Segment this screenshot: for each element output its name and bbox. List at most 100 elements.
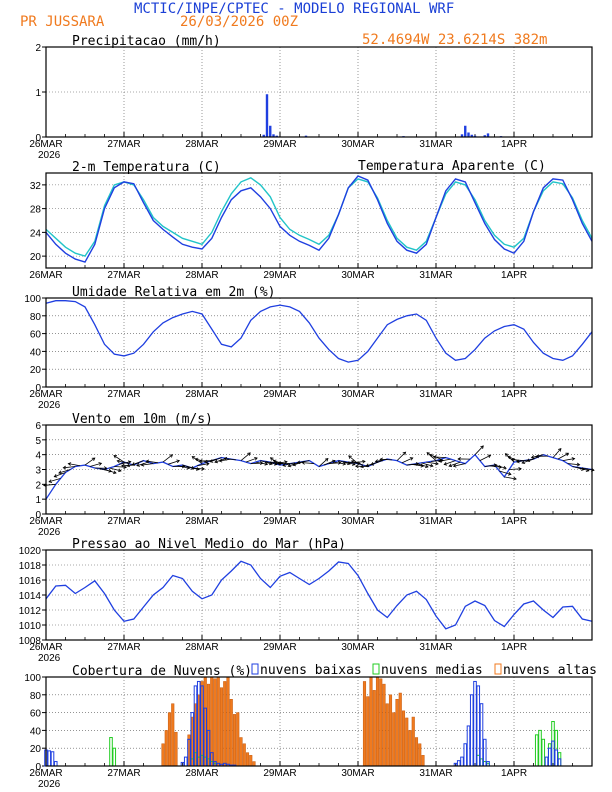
wind-arrow-head <box>194 457 199 462</box>
wind-arrow <box>504 476 517 480</box>
wind-arrow-head <box>169 454 174 458</box>
legend-low-swatch <box>251 663 259 675</box>
y-tick-label: 20 <box>30 252 42 263</box>
y-tick-label: 1008 <box>19 636 42 647</box>
wind-arrow <box>509 468 522 470</box>
cloud-high-bar <box>167 712 172 767</box>
x-tick-label: 31MAR <box>419 516 452 527</box>
year-label: 2026 <box>38 400 61 411</box>
panel-humidity: 0 20 40 60 80 100 26MAR 27MAR 28MAR 29MAR 30MAR 31M… <box>24 285 593 411</box>
temperature-line <box>45 175 593 263</box>
apparent-temperature-line <box>45 177 593 257</box>
wind-arrow-head <box>140 462 145 467</box>
wind-arrow <box>577 466 589 472</box>
wind-arrow <box>162 454 173 463</box>
cloud-high-bar <box>242 743 246 767</box>
wind-arrow <box>516 459 529 463</box>
wind-arrow-head <box>342 461 347 466</box>
wind-arrow <box>210 457 222 463</box>
wind-arrow-head <box>277 461 281 466</box>
x-tick-label: 29MAR <box>263 642 296 653</box>
wind-arrow <box>109 467 122 472</box>
cloud-mid-bar <box>538 729 542 767</box>
x-tick-label: 1APR <box>501 642 527 653</box>
cloud-high-bar <box>229 699 233 767</box>
y-tick-label: 5 <box>35 436 41 447</box>
humidity-line <box>45 300 593 363</box>
wind-arrow-head <box>201 466 205 471</box>
x-tick-label: 28MAR <box>185 389 218 400</box>
wind-arrow <box>526 456 539 462</box>
wind-arrow-head <box>355 464 359 469</box>
wind-arrow <box>494 464 507 469</box>
y-tick-label: 24 <box>30 228 42 239</box>
cloud-high-bar <box>421 755 425 767</box>
y-tick-label: 1010 <box>19 621 42 632</box>
wind-arrow <box>302 462 315 464</box>
year-label: 2026 <box>38 527 61 538</box>
cloud-low-bar <box>469 694 474 767</box>
x-tick-label: 26MAR <box>29 270 62 281</box>
panel-wind: 0 1 2 3 4 5 6 26MAR 27MAR 28MAR 29MAR 30MAR 31MAR 1AP… <box>29 412 595 538</box>
wind-arrow-head <box>507 471 512 476</box>
cloud-mid-bar <box>534 734 539 767</box>
wind-arrow-head <box>370 462 375 466</box>
wind-arrow <box>505 453 515 463</box>
wind-arrow-head <box>204 459 209 464</box>
wind-arrow <box>167 460 180 465</box>
y-tick-label: 20 <box>30 365 42 376</box>
cloud-high-bar <box>236 712 240 767</box>
wind-arrow <box>117 460 129 464</box>
wind-arrow-head <box>565 452 570 457</box>
cloud-low-bar <box>479 703 484 767</box>
wind-arrow-head <box>518 467 522 471</box>
y-tick-label: 60 <box>30 709 42 720</box>
cloud-low-bar <box>547 747 552 767</box>
y-tick-label: 80 <box>30 691 42 702</box>
x-tick-label: 26MAR <box>29 139 62 150</box>
wind-arrow <box>552 448 562 458</box>
panel-title: Pressao ao Nivel Medio do Mar (hPa) <box>72 537 346 552</box>
wind-arrow-head <box>443 461 448 466</box>
wind-arrow-head <box>113 455 118 459</box>
cloud-low-bar <box>456 760 461 767</box>
cloud-high-bar <box>408 730 412 767</box>
cloud-high-bar <box>379 678 383 767</box>
panel-title: 2-m Temperatura (C) <box>72 160 221 175</box>
panel-title: Cobertura de Nuvens (%) <box>72 664 252 679</box>
wind-arrow <box>141 463 154 466</box>
x-tick-label: 28MAR <box>185 642 218 653</box>
wind-arrow <box>416 463 429 468</box>
wind-arrow <box>191 456 203 464</box>
cloud-high-bar <box>232 714 237 767</box>
wind-arrow-head <box>526 458 531 462</box>
cloud-high-bar <box>392 712 396 767</box>
wind-arrow-head <box>264 462 269 466</box>
year-label: 2026 <box>38 779 61 790</box>
wind-arrow-head <box>176 459 181 464</box>
wind-arrow-head <box>513 476 517 481</box>
cloud-high-bar <box>395 699 399 767</box>
wind-arrow-head <box>516 459 520 464</box>
x-tick-label: 1APR <box>501 389 527 400</box>
x-tick-label: 30MAR <box>341 139 374 150</box>
y-tick-label: 1014 <box>19 591 42 602</box>
wind-arrow <box>63 466 76 469</box>
y-tick-label: 40 <box>30 726 42 737</box>
cloud-low-bar <box>183 756 188 767</box>
x-tick-label: 1APR <box>501 270 527 281</box>
wind-arrow-head <box>199 459 203 463</box>
main-title: MCTIC/INPE/CPTEC - MODELO REGIONAL WRF <box>134 1 454 17</box>
x-tick-label: 29MAR <box>263 516 296 527</box>
wind-arrow-head <box>362 459 366 464</box>
pressure-line <box>45 560 593 630</box>
cloud-mid-bar <box>109 737 113 767</box>
wind-arrow <box>192 467 205 470</box>
x-tick-label: 30MAR <box>341 768 374 779</box>
wind-arrow <box>265 460 278 465</box>
cloud-high-bar <box>161 743 165 767</box>
x-tick-label: 31MAR <box>419 270 452 281</box>
wind-arrow-head <box>123 465 127 469</box>
wind-arrow-head <box>452 463 457 468</box>
panel-frame <box>45 297 593 388</box>
